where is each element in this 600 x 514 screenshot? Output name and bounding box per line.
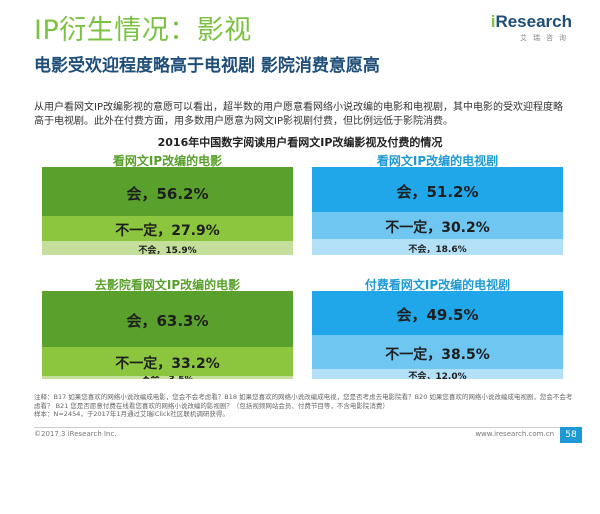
stacked-bar: 会，56.2% 不一定，27.9% 不会，15.9% [42,167,293,255]
website: www.iresearch.com.cn [475,430,554,438]
logo-name: iResearch [490,12,572,31]
bar-label: 会，49.5% [396,306,479,324]
stacked-bar: 会，49.5% 不一定，38.5% 不会，12.0% [312,291,563,379]
bar-label: 不一定，27.9% [115,223,220,239]
copyright: ©2017.3 iResearch Inc. [34,430,117,438]
bar-segment-no: 不会，15.9% [42,241,293,255]
stacked-bar: 会，51.2% 不一定，30.2% 不会，18.6% [312,167,563,255]
page-number: 58 [560,427,582,443]
bar-segment-yes: 会，63.3% [42,291,293,347]
panel-title: 去影院看网文IP改编的电影 [94,278,241,292]
panel-title: 看网文IP改编的电视剧 [376,154,499,168]
logo-cn: 艾瑞咨询 [520,34,572,42]
bar-label: 不会，12.0% [408,372,467,379]
bar-label: 不会，15.9% [138,246,197,255]
bar-label: 不会，18.6% [408,245,467,255]
bar-segment-maybe: 不一定，30.2% [312,212,563,239]
page-subtitle: 电影受欢迎程度略高于电视剧 影院消费意愿高 [34,56,380,76]
panel-title: 付费看网文IP改编的电视剧 [364,278,511,292]
chart-title: 2016年中国数字阅读用户看网文IP改编影视及付费的情况 [157,136,443,149]
panel-cinema: 去影院看网文IP改编的电影 会，63.3% 不一定，33.2% 不会，3.5% [42,276,293,514]
panel-title: 看网文IP改编的电影 [112,154,223,168]
bar-segment-no: 不会，3.5% [42,376,293,379]
panel-movie: 看网文IP改编的电影 会，56.2% 不一定，27.9% 不会，15.9% [42,152,293,390]
bar-segment-maybe: 不一定，38.5% [312,335,563,369]
footer-divider [34,427,572,428]
bar-label: 会，56.2% [126,185,209,203]
iresearch-logo: iResearch 艾瑞咨询 [491,13,572,43]
intro-paragraph: 从用户看网文IP改编影视的意愿可以看出，超半数的用户愿意看网络小说改编的电影和电… [34,102,563,127]
bar-segment-yes: 会，49.5% [312,291,563,335]
page-title: IP衍生情况：影视 [34,15,252,46]
bar-segment-maybe: 不一定，33.2% [42,347,293,376]
bar-label: 不一定，38.5% [385,347,490,363]
panel-tv: 看网文IP改编的电视剧 会，51.2% 不一定，30.2% 不会，18.6% [312,152,563,390]
footnote-line: 样本：N=2454，于2017年1月通过艾瑞iClick社区联机调研获得。 [34,410,229,418]
bar-label: 会，63.3% [126,312,209,330]
bar-label: 不一定，33.2% [115,356,220,372]
footnote-line: 注释：B17 如果您喜欢的网络小说改编成电影，您会不会考虑看？B18 如果您喜欢… [34,393,573,410]
panel-paid-tv: 付费看网文IP改编的电视剧 会，49.5% 不一定，38.5% 不会，12.0% [312,276,563,514]
bar-segment-yes: 会，56.2% [42,167,293,216]
bar-segment-maybe: 不一定，27.9% [42,216,293,241]
bar-label: 会，51.2% [396,183,479,201]
footnote: 注释：B17 如果您喜欢的网络小说改编成电影，您会不会考虑看？B18 如果您喜欢… [34,393,574,419]
bar-segment-no: 不会，18.6% [312,239,563,255]
bar-segment-no: 不会，12.0% [312,369,563,379]
bar-label: 不会，3.5% [42,376,293,379]
bar-label: 不一定，30.2% [385,220,490,236]
bar-segment-yes: 会，51.2% [312,167,563,212]
stacked-bar: 会，63.3% 不一定，33.2% 不会，3.5% [42,291,293,379]
